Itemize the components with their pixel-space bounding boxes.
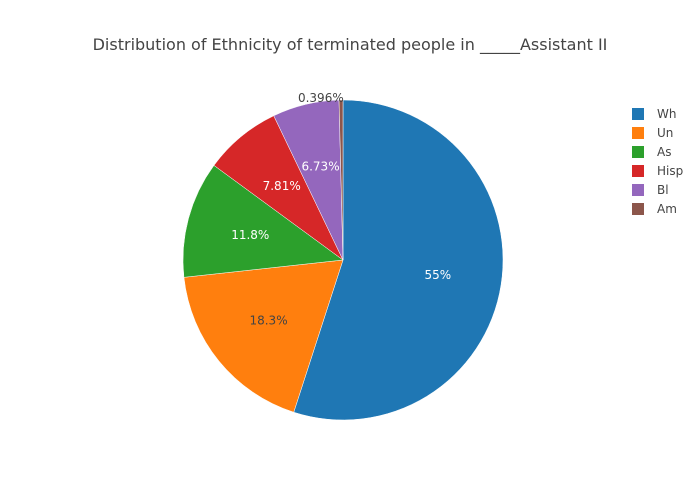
slice-label-wh: 55% bbox=[424, 268, 451, 282]
pie-slices bbox=[182, 99, 504, 421]
pie-slice-un[interactable] bbox=[183, 259, 344, 413]
slice-label-as: 11.8% bbox=[231, 228, 269, 242]
legend-label-bl[interactable]: Bl bbox=[657, 183, 669, 197]
slice-label-un: 18.3% bbox=[249, 314, 287, 328]
legend-label-un[interactable]: Un bbox=[657, 126, 673, 140]
legend-swatch-bl[interactable] bbox=[632, 184, 644, 196]
legend-swatch-am[interactable] bbox=[632, 203, 644, 215]
legend-label-wh[interactable]: Wh bbox=[657, 107, 676, 121]
legend-label-am[interactable]: Am bbox=[657, 202, 677, 216]
legend: Wh Un As Hisp Bl Am bbox=[632, 107, 683, 216]
pie-slice-wh[interactable] bbox=[293, 99, 504, 421]
pie-slice-am[interactable] bbox=[338, 99, 344, 261]
pie-labels: 55% 18.3% 11.8% 7.81%6.73% 0.396% bbox=[231, 91, 451, 328]
legend-swatch-hisp[interactable] bbox=[632, 165, 644, 177]
chart-title: Distribution of Ethnicity of terminated … bbox=[93, 35, 608, 55]
legend-label-as[interactable]: As bbox=[657, 145, 671, 159]
slice-label-hisp: 7.81% bbox=[263, 179, 301, 193]
legend-label-hisp[interactable]: Hisp bbox=[657, 164, 683, 178]
legend-swatch-wh[interactable] bbox=[632, 108, 644, 120]
legend-swatch-un[interactable] bbox=[632, 127, 644, 139]
slice-label-bl: 6.73% bbox=[301, 160, 339, 174]
legend-swatch-as[interactable] bbox=[632, 146, 644, 158]
slice-label-am: 0.396% bbox=[298, 91, 344, 105]
pie-slice-as[interactable] bbox=[182, 165, 344, 278]
